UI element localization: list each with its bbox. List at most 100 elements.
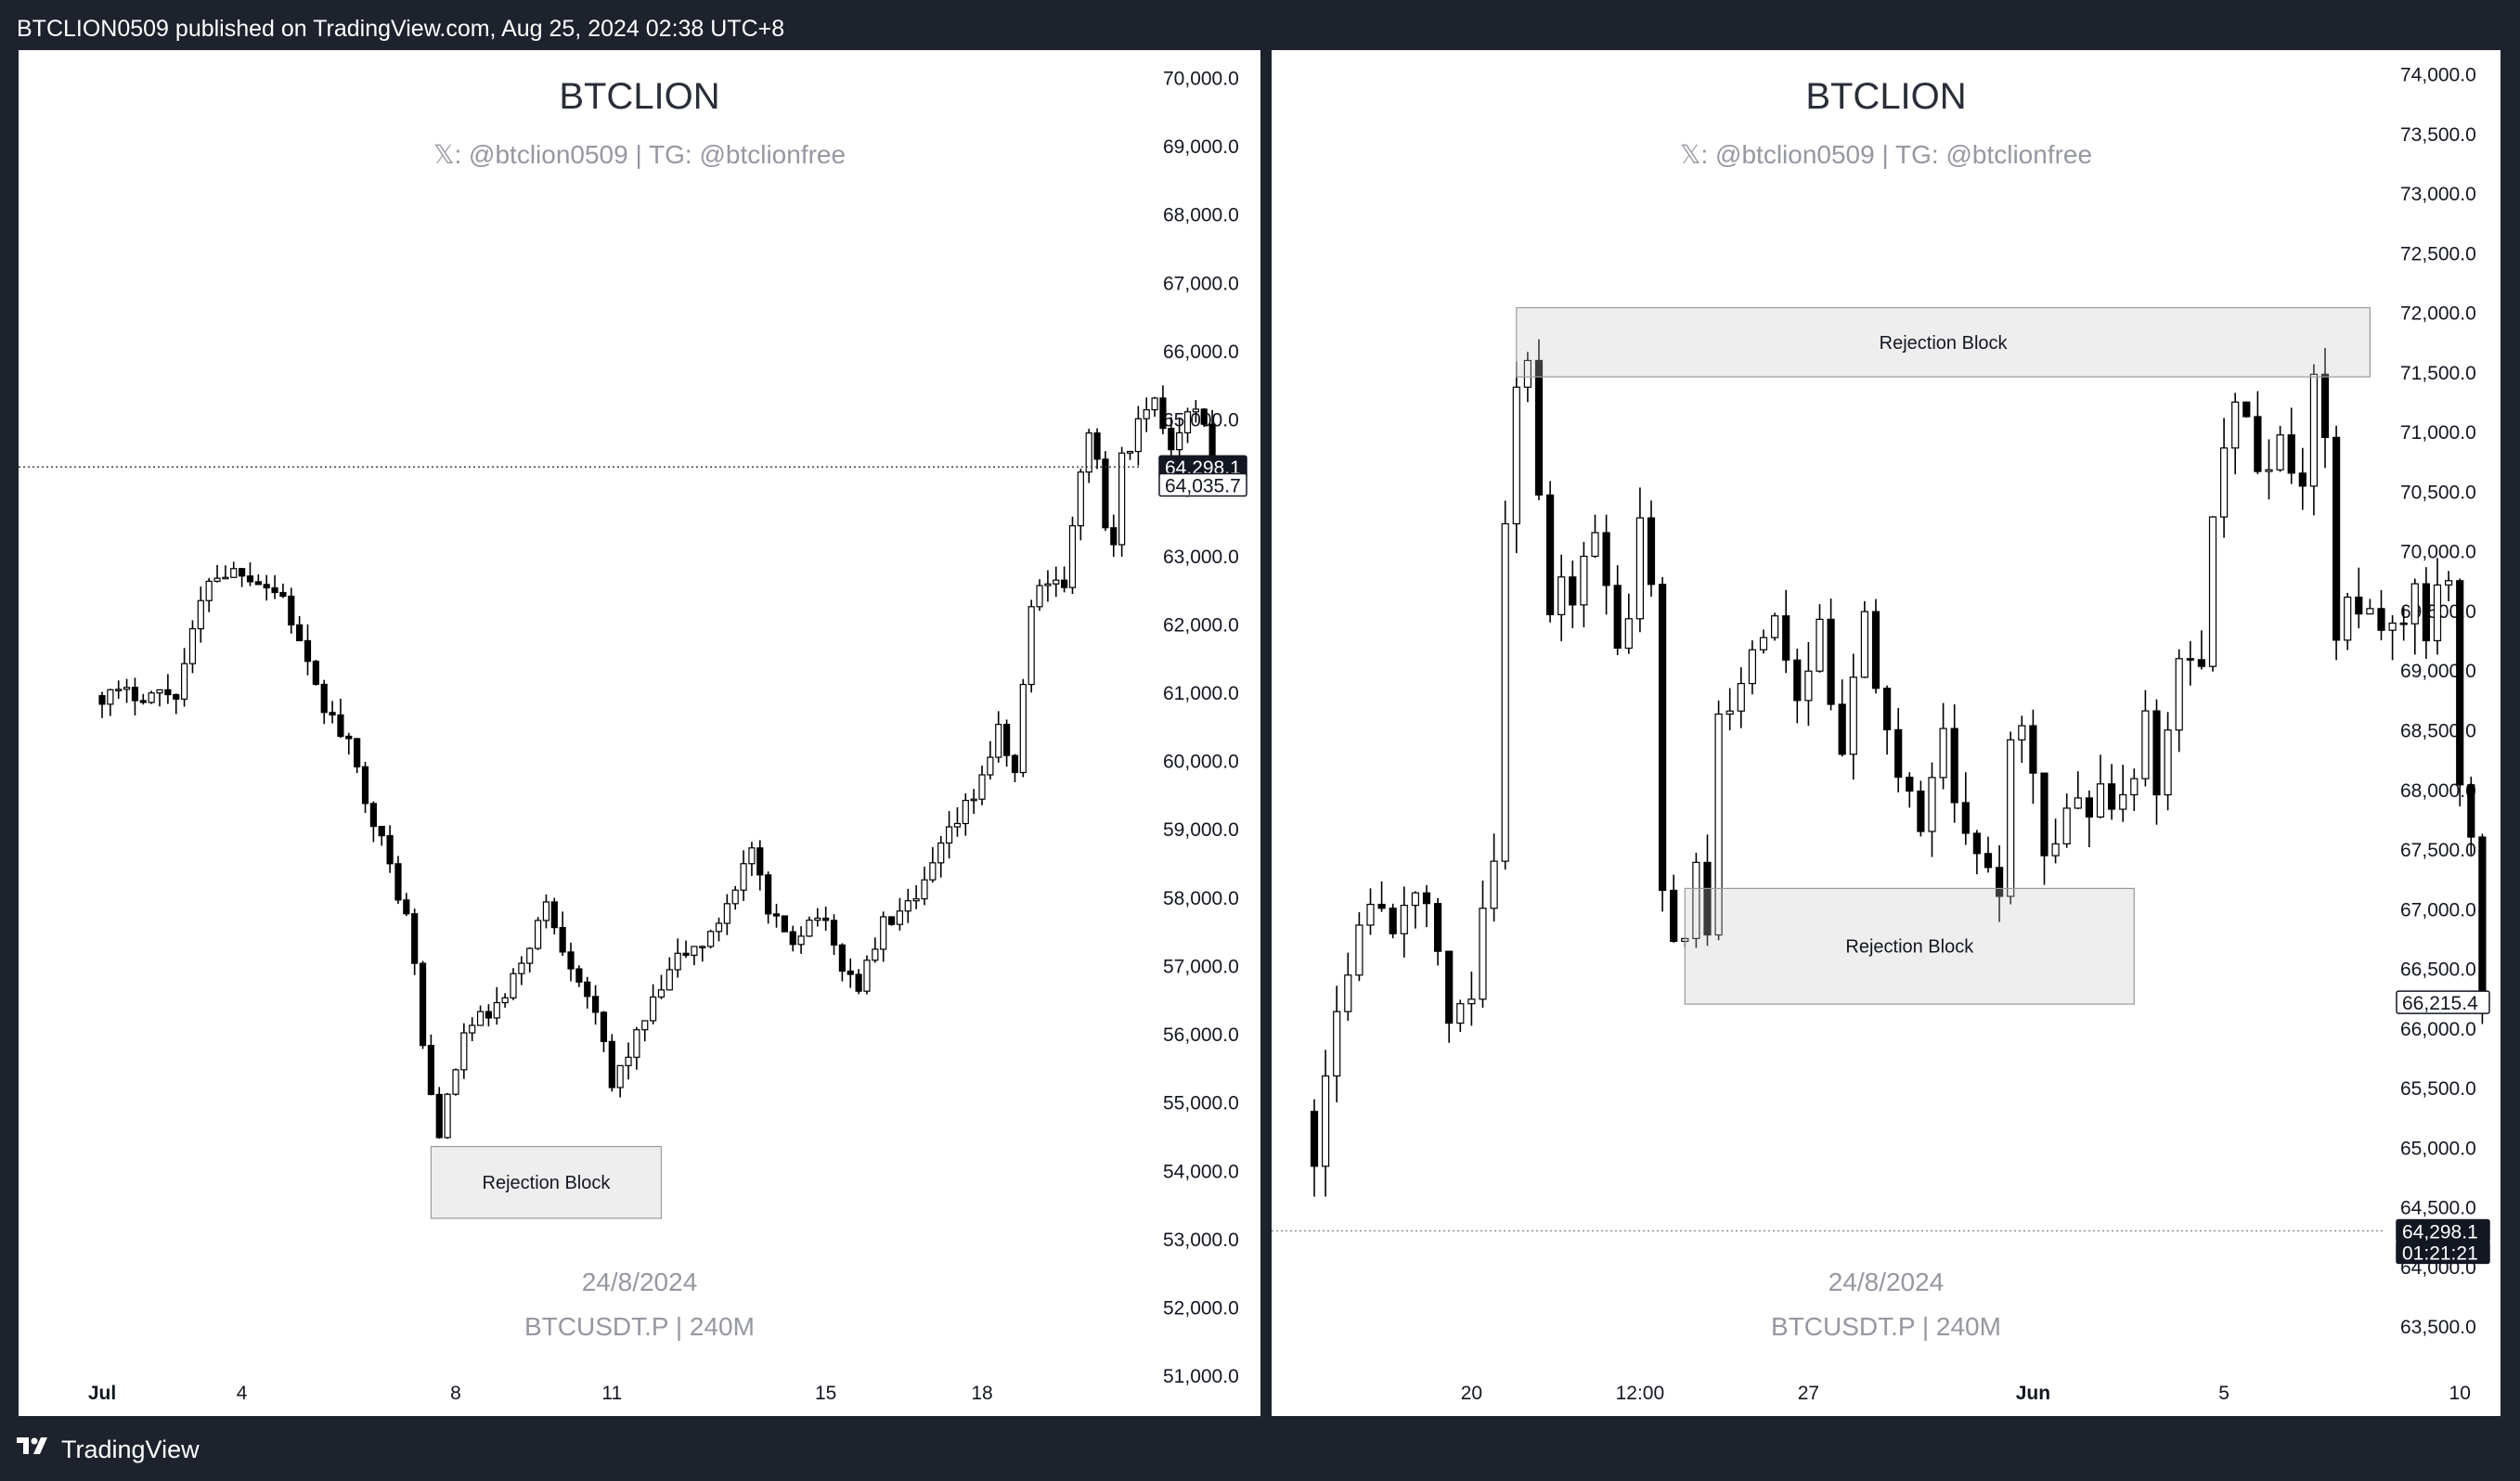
x-tick-label: 5: [2218, 1383, 2229, 1404]
candle-down: [1434, 903, 1442, 952]
candle-up: [806, 920, 813, 937]
candle-up: [107, 689, 114, 705]
candle-up: [2062, 807, 2071, 844]
candle-down: [1377, 903, 1386, 909]
candle-down: [765, 874, 772, 915]
candle-up: [740, 863, 747, 891]
candle-down: [271, 586, 278, 594]
candle-down: [1110, 527, 1118, 546]
candle-up: [1053, 579, 1060, 585]
y-tick-label: 70,000.0: [1163, 68, 1239, 89]
candle-down: [378, 825, 385, 837]
candle-up: [978, 774, 986, 800]
candle-down: [2377, 608, 2385, 631]
candle-down: [1602, 532, 1610, 586]
candle-up: [2119, 793, 2127, 810]
candle-up: [1077, 471, 1084, 527]
candle-up: [205, 580, 213, 601]
candle-up: [937, 842, 945, 864]
price-label: 01:21:21: [2402, 1243, 2478, 1264]
candle-up: [1027, 606, 1035, 686]
candle-up: [1176, 431, 1183, 451]
candle-down: [2422, 583, 2431, 642]
candlestick-chart-right[interactable]: 63,500.064,000.064,500.065,000.065,500.0…: [1272, 50, 2501, 1416]
candle-up: [1355, 924, 1363, 976]
candle-up: [633, 1029, 640, 1058]
y-tick-label: 73,500.0: [2400, 124, 2476, 146]
candle-up: [1456, 1003, 1465, 1024]
candle-down: [1093, 432, 1101, 460]
candle-down: [2399, 622, 2408, 625]
y-tick-label: 68,500.0: [2400, 721, 2476, 742]
y-tick-label: 69,000.0: [2400, 661, 2476, 682]
candle-up: [1068, 525, 1077, 588]
candle-down: [756, 847, 764, 876]
x-tick-label: Jun: [2016, 1383, 2050, 1404]
candle-down: [1569, 576, 1577, 606]
candle-up: [953, 822, 962, 828]
rejection-block-label: Rejection Block: [483, 1173, 612, 1193]
rejection-block-label: Rejection Block: [1880, 333, 2009, 354]
candle-up: [1501, 522, 1509, 862]
candle-down: [2287, 434, 2295, 474]
candles: [1310, 339, 2487, 1197]
candle-up: [962, 799, 969, 825]
y-tick-label: 70,500.0: [2400, 482, 2476, 503]
footer-bar: TradingView: [17, 1429, 200, 1470]
candle-down: [1389, 908, 1397, 934]
candle-down: [1002, 724, 1011, 756]
candle-down: [173, 693, 180, 700]
watermark-symbol: BTCUSDT.P | 240M: [524, 1312, 755, 1341]
candle-down: [1871, 611, 1880, 689]
y-tick-label: 67,500.0: [2400, 840, 2476, 861]
footer-brand[interactable]: TradingView: [61, 1435, 200, 1463]
chart-panel-right[interactable]: 63,500.0 64,000.0 64,500.0 65,000.0 65,500.0…: [1272, 50, 2501, 1416]
candle-up: [650, 996, 657, 1022]
candle-down: [419, 962, 427, 1047]
y-tick-label: 73,000.0: [2400, 184, 2476, 205]
candle-up: [1467, 998, 1476, 1005]
candle-up: [1411, 892, 1419, 907]
candle-up: [542, 901, 550, 921]
candle-down: [1906, 776, 1914, 792]
candle-down: [2186, 658, 2194, 661]
candle-up: [123, 687, 131, 690]
candle-up: [534, 920, 542, 949]
tradingview-logo-icon[interactable]: [17, 1436, 52, 1464]
candle-down: [608, 1040, 615, 1088]
candle-up: [945, 826, 953, 844]
price-label-box: [2396, 990, 2490, 1014]
candle-down: [1445, 950, 1454, 1024]
candle-up: [929, 862, 937, 881]
candle-down: [838, 944, 846, 972]
chart-panel-left[interactable]: 51,000.0 52,000.0 53,000.0 54,000.0 55,000.0…: [19, 50, 1260, 1416]
candle-up: [1044, 583, 1052, 586]
candle-up: [814, 917, 821, 921]
x-tick-label: 4: [237, 1383, 248, 1404]
candle-up: [2074, 797, 2082, 809]
y-tick-label: 72,500.0: [2400, 243, 2476, 264]
x-tick-label: 12:00: [1616, 1383, 1665, 1404]
x-tick-label: 8: [450, 1383, 461, 1404]
candle-up: [1714, 713, 1723, 936]
candle-up: [2175, 658, 2183, 731]
y-tick-label: 53,000.0: [1163, 1230, 1239, 1251]
candle-up: [2265, 469, 2273, 472]
candle-up: [1036, 585, 1043, 608]
candle-down: [559, 926, 566, 953]
candle-down: [567, 951, 575, 970]
candle-up: [1151, 397, 1158, 411]
candle-up: [222, 576, 229, 580]
candle-up: [1748, 649, 1757, 685]
y-tick-label: 65,500.0: [2400, 1078, 2476, 1100]
x-tick-label: 11: [601, 1383, 622, 1404]
candlestick-chart-left[interactable]: 51,000.0 52,000.0 53,000.0 54,000.0 55,000.0…: [19, 50, 1260, 1416]
candle-down: [1102, 458, 1109, 529]
candle-up: [904, 900, 911, 912]
candle-down: [1995, 867, 2004, 897]
candle-down: [1613, 585, 1622, 650]
candle-up: [2208, 516, 2217, 667]
candle-up: [460, 1032, 468, 1071]
candle-up: [2164, 729, 2172, 796]
candle-down: [1659, 584, 1667, 892]
